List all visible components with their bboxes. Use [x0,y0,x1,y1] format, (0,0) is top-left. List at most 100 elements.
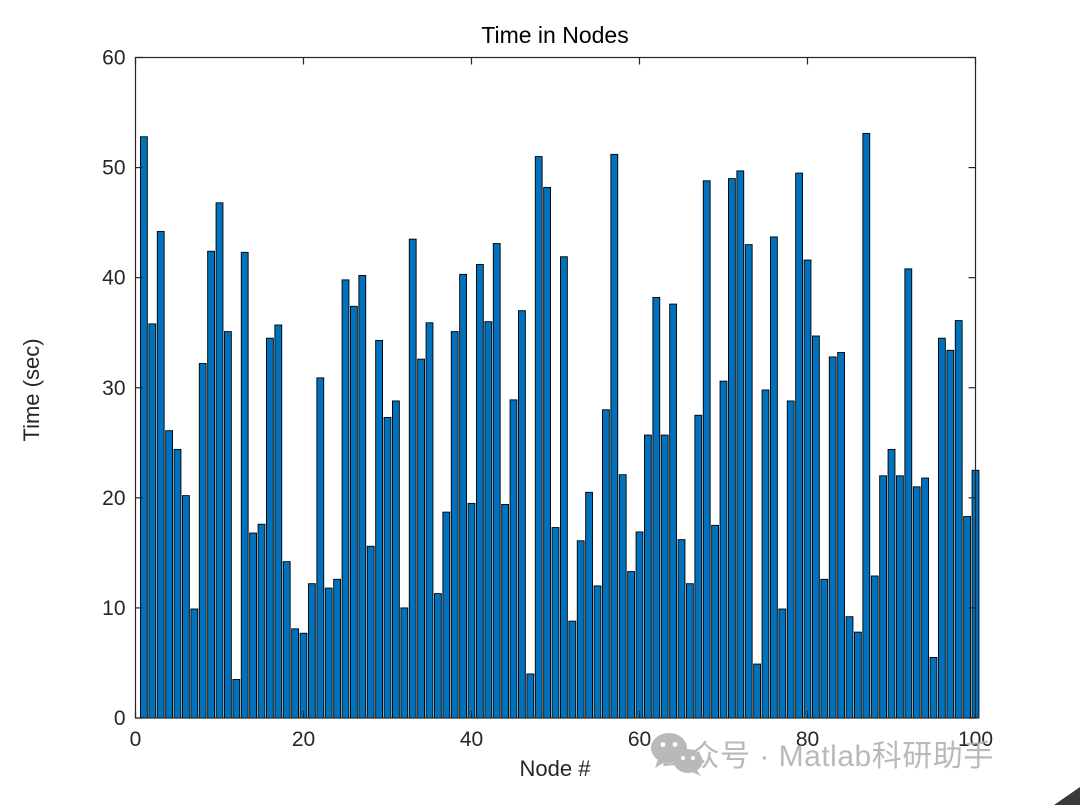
bar-node-73 [744,244,753,719]
y-tick-label: 50 [102,157,125,180]
bar-node-25 [341,279,350,719]
bar-node-12 [232,679,241,719]
x-axis-label: Node # [519,756,591,781]
bar-node-80 [803,259,812,719]
bar-node-74 [753,663,761,719]
bar-node-3 [156,230,165,719]
bar-node-9 [207,250,216,719]
bar-node-86 [854,631,862,719]
bar-node-79 [795,172,803,719]
bar-node-47 [526,673,535,719]
bar-node-18 [282,561,291,719]
bar-node-66 [686,583,694,719]
bar-node-2 [148,323,157,719]
bar-node-34 [417,358,426,719]
bar-node-72 [736,170,745,719]
bar-node-78 [786,400,795,719]
bar-node-57 [610,153,619,719]
bar-node-20 [299,632,308,719]
bar-node-90 [887,448,896,719]
bar-node-55 [593,585,602,719]
bar-node-51 [560,256,568,719]
bar-node-83 [828,356,837,719]
bar-node-61 [644,434,652,719]
bar-node-46 [518,310,526,719]
x-tick-label: 60 [628,728,651,751]
y-tick-label: 0 [114,707,126,730]
y-tick-label: 30 [102,377,125,400]
bar-node-71 [728,178,736,719]
bar-node-99 [963,516,971,719]
bar-node-88 [870,575,879,719]
x-tick-label: 100 [958,728,993,751]
bar-node-50 [551,527,560,719]
bar-node-30 [383,417,392,719]
chart-title: Time in Nodes [481,22,629,48]
bar-node-81 [812,335,820,719]
bar-node-10 [215,202,224,719]
bar-node-31 [392,400,400,719]
bar-node-59 [627,571,635,719]
bar-node-37 [442,511,451,719]
bar-node-32 [400,607,409,719]
bar-node-6 [182,495,190,719]
y-tick-label: 60 [102,47,125,70]
bar-node-19 [291,628,300,719]
bar-node-29 [375,339,384,719]
bar-node-56 [602,409,610,719]
bar-node-98 [954,320,963,719]
y-tick-label: 40 [102,267,125,290]
bar-node-38 [450,331,459,719]
bar-node-36 [434,593,442,719]
bar-node-35 [425,322,434,719]
bar-node-84 [837,352,845,719]
bar-node-21 [308,583,316,719]
bar-node-43 [492,243,501,719]
bar-node-65 [677,539,686,719]
bar-node-44 [501,503,510,719]
bar-node-11 [224,331,232,719]
bar-node-62 [652,297,661,719]
bar-node-96 [938,337,946,719]
bar-node-28 [366,545,375,719]
bar-node-53 [576,540,585,719]
bar-node-67 [694,414,703,719]
bar-node-97 [946,349,955,719]
x-tick-label: 40 [460,728,483,751]
bar-node-94 [921,477,929,719]
bar-node-16 [266,337,274,719]
bar-node-5 [173,448,182,719]
bar-node-63 [660,434,669,719]
bar-node-49 [543,186,551,719]
bar-node-75 [761,389,770,719]
bar-node-48 [534,156,543,719]
bar-node-22 [316,377,325,719]
bar-node-4 [165,430,174,719]
bar-node-7 [190,608,199,719]
bar-node-23 [324,587,333,719]
bar-node-17 [274,324,283,719]
bar-node-77 [778,608,787,719]
bar-node-93 [912,486,921,719]
bar-node-27 [358,275,367,719]
x-tick-label: 20 [292,728,315,751]
y-axis-label: Time (sec) [19,338,44,442]
bar-node-39 [459,273,468,719]
bar-node-42 [484,321,493,719]
bar-node-54 [585,491,593,719]
bar-node-52 [568,620,577,719]
bar-node-45 [509,399,518,719]
bar-node-14 [249,532,258,719]
bar-node-92 [904,268,913,719]
bar-node-70 [719,380,728,719]
bar-node-91 [896,475,904,719]
bar-node-33 [408,238,417,719]
bar-node-60 [635,531,644,719]
bar-node-87 [862,133,871,719]
bar-node-24 [333,578,342,719]
y-tick-label: 20 [102,487,125,510]
bar-node-76 [770,236,778,719]
bar-node-26 [350,305,358,719]
